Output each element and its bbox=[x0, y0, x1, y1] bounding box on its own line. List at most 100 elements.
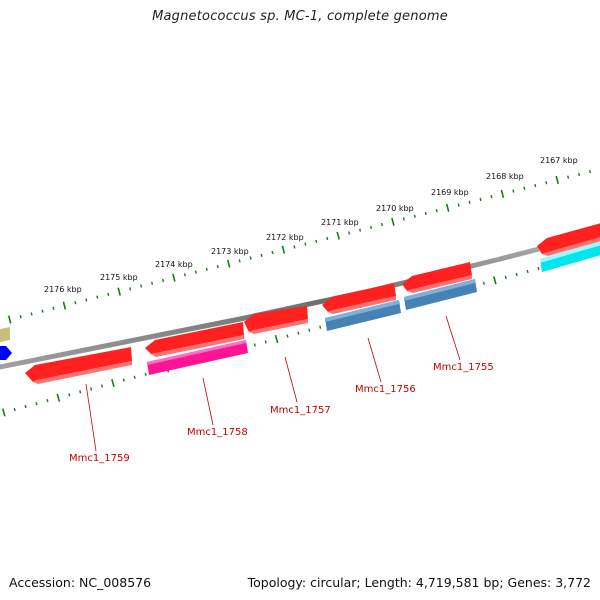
tick-label: 2173 kbp bbox=[211, 247, 249, 256]
major-tick bbox=[111, 378, 115, 388]
tick-label: 2171 kbp bbox=[321, 218, 359, 227]
gene-feature-shadow bbox=[33, 361, 132, 384]
major-tick bbox=[493, 276, 497, 285]
minor-tick bbox=[52, 306, 55, 310]
leader-line bbox=[367, 337, 382, 383]
leader-line bbox=[202, 377, 214, 426]
gene-feature-shadow bbox=[249, 319, 308, 334]
gene-label-mmc1-1759: Mmc1_1759 bbox=[69, 453, 130, 464]
tick-label: 2176 kbp bbox=[44, 285, 82, 294]
major-tick bbox=[336, 231, 340, 240]
genome-summary-text: Topology: circular; Length: 4,719,581 bp… bbox=[247, 575, 591, 590]
tick-label: 2168 kbp bbox=[486, 172, 524, 181]
minor-tick bbox=[504, 275, 507, 279]
leader-line bbox=[284, 356, 298, 403]
minor-tick bbox=[107, 292, 110, 297]
minor-tick bbox=[216, 264, 219, 269]
tick-label: 2174 kbp bbox=[155, 260, 193, 269]
minor-tick bbox=[30, 312, 33, 316]
minor-tick bbox=[96, 295, 99, 299]
gene-feature-shadow bbox=[404, 279, 475, 301]
minor-tick bbox=[457, 203, 460, 207]
major-tick bbox=[281, 245, 286, 254]
gene-label-mmc1-1756: Mmc1_1756 bbox=[355, 384, 416, 395]
minor-tick bbox=[326, 236, 329, 241]
gene-feature-mmc1-1755[interactable] bbox=[402, 262, 472, 291]
gene-feature-shadow bbox=[540, 241, 600, 263]
gene-feature-shadow bbox=[542, 237, 600, 256]
minor-tick bbox=[46, 399, 49, 403]
inner-scale-ring bbox=[2, 252, 595, 417]
minor-tick bbox=[129, 287, 132, 291]
gene-feature[interactable] bbox=[537, 222, 600, 254]
gene-feature-shadow bbox=[147, 340, 246, 365]
gene-feature[interactable] bbox=[0, 327, 10, 343]
minor-tick bbox=[348, 231, 351, 235]
major-tick bbox=[7, 315, 12, 324]
major-tick bbox=[56, 393, 61, 402]
map-title: Magnetococcus sp. MC-1, complete genome bbox=[152, 9, 448, 24]
label-leaders bbox=[85, 315, 461, 452]
minor-tick bbox=[297, 331, 300, 335]
minor-tick bbox=[264, 340, 267, 344]
major-tick bbox=[2, 408, 6, 417]
gene-feature[interactable] bbox=[0, 346, 12, 360]
minor-tick bbox=[271, 250, 274, 255]
minor-tick bbox=[308, 328, 311, 332]
minor-tick bbox=[515, 272, 518, 277]
minor-tick bbox=[260, 253, 263, 257]
gene-feature[interactable] bbox=[147, 340, 248, 375]
minor-tick bbox=[482, 281, 485, 285]
major-tick bbox=[555, 175, 559, 184]
tick-label: 2172 kbp bbox=[266, 233, 304, 242]
accession-text: Accession: NC_008576 bbox=[9, 575, 152, 590]
tick-label: 2169 kbp bbox=[431, 188, 469, 197]
minor-tick bbox=[424, 211, 427, 216]
minor-tick bbox=[249, 256, 252, 260]
minor-tick bbox=[161, 278, 165, 283]
leader-line bbox=[445, 315, 461, 361]
minor-tick bbox=[79, 390, 82, 394]
minor-tick bbox=[205, 267, 208, 271]
minor-tick bbox=[512, 189, 515, 193]
minor-tick bbox=[238, 259, 241, 263]
minor-tick bbox=[534, 183, 537, 188]
gene-feature-mmc1-1759[interactable] bbox=[25, 347, 132, 382]
gene-feature-mmc1-1758[interactable] bbox=[145, 322, 244, 354]
major-tick bbox=[172, 273, 176, 282]
minor-tick bbox=[370, 225, 373, 229]
minor-tick bbox=[578, 172, 581, 176]
minor-tick bbox=[490, 195, 493, 199]
minor-tick bbox=[359, 228, 362, 232]
minor-tick bbox=[19, 315, 22, 319]
minor-tick bbox=[402, 217, 405, 221]
minor-tick bbox=[35, 402, 38, 406]
major-tick bbox=[226, 259, 231, 268]
minor-tick bbox=[74, 301, 77, 305]
gene-feature-mmc1-1756[interactable] bbox=[322, 283, 396, 312]
minor-tick bbox=[100, 384, 104, 388]
minor-tick bbox=[194, 270, 197, 274]
major-tick bbox=[117, 287, 121, 296]
major-tick bbox=[500, 189, 505, 198]
gene-feature-shadow bbox=[151, 335, 244, 357]
minor-tick bbox=[304, 242, 307, 246]
gene-feature-shadow bbox=[328, 296, 396, 314]
minor-tick bbox=[523, 186, 526, 190]
major-tick bbox=[274, 334, 279, 344]
minor-tick bbox=[479, 197, 482, 202]
gene-feature-mmc1-1757[interactable] bbox=[244, 306, 308, 332]
gene-label-mmc1-1755: Mmc1_1755 bbox=[433, 362, 494, 373]
minor-tick bbox=[68, 393, 71, 397]
minor-tick bbox=[183, 273, 186, 277]
gene-label-mmc1-1758: Mmc1_1758 bbox=[187, 427, 248, 438]
minor-tick bbox=[24, 404, 27, 409]
gene-label-mmc1-1757: Mmc1_1757 bbox=[270, 405, 331, 416]
gene-labels: Mmc1_1759 Mmc1_1758 Mmc1_1757 Mmc1_1756 … bbox=[69, 362, 494, 464]
outer-scale-ring bbox=[7, 169, 592, 324]
minor-tick bbox=[151, 281, 154, 285]
tick-label: 2167 kbp bbox=[540, 156, 578, 165]
minor-tick bbox=[286, 334, 289, 338]
minor-tick bbox=[567, 175, 570, 179]
